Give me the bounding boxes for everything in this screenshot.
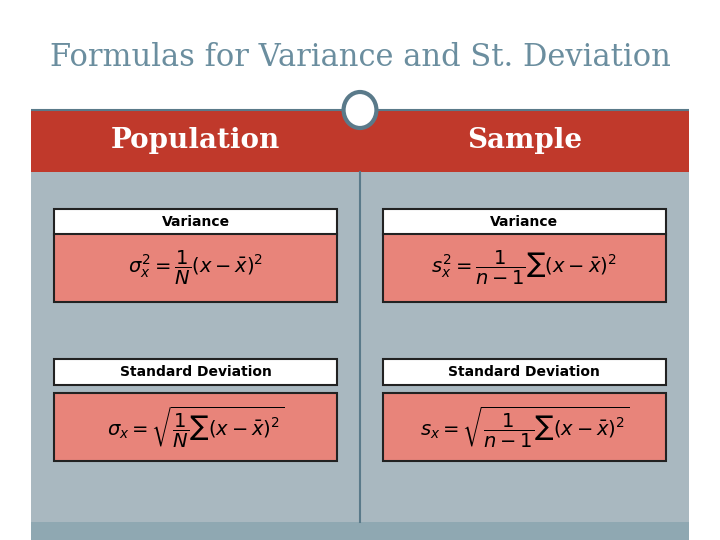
FancyBboxPatch shape [54,234,337,302]
FancyBboxPatch shape [32,522,688,540]
FancyBboxPatch shape [32,0,688,110]
Text: Variance: Variance [490,215,558,229]
Circle shape [343,92,377,128]
Text: $s_x = \sqrt{\dfrac{1}{n-1}\sum(x - \bar{x})^2}$: $s_x = \sqrt{\dfrac{1}{n-1}\sum(x - \bar… [420,404,629,450]
Text: Standard Deviation: Standard Deviation [449,365,600,379]
Text: Formulas for Variance and St. Deviation: Formulas for Variance and St. Deviation [50,42,670,72]
Text: Sample: Sample [467,127,582,154]
FancyBboxPatch shape [383,393,666,461]
FancyBboxPatch shape [383,234,666,302]
FancyBboxPatch shape [54,359,337,385]
FancyBboxPatch shape [32,172,688,522]
FancyBboxPatch shape [54,209,337,235]
FancyBboxPatch shape [383,359,666,385]
Text: $\sigma_x = \sqrt{\dfrac{1}{N}\sum(x - \bar{x})^2}$: $\sigma_x = \sqrt{\dfrac{1}{N}\sum(x - \… [107,404,284,450]
Text: $s_x^2 = \dfrac{1}{n-1}\sum(x - \bar{x})^2$: $s_x^2 = \dfrac{1}{n-1}\sum(x - \bar{x})… [431,249,617,287]
Text: Population: Population [111,127,280,154]
FancyBboxPatch shape [32,110,688,172]
Text: $\sigma_x^2 = \dfrac{1}{N}(x - \bar{x})^2$: $\sigma_x^2 = \dfrac{1}{N}(x - \bar{x})^… [128,249,264,287]
FancyBboxPatch shape [54,393,337,461]
Text: Variance: Variance [162,215,230,229]
Text: Standard Deviation: Standard Deviation [120,365,271,379]
FancyBboxPatch shape [383,209,666,235]
